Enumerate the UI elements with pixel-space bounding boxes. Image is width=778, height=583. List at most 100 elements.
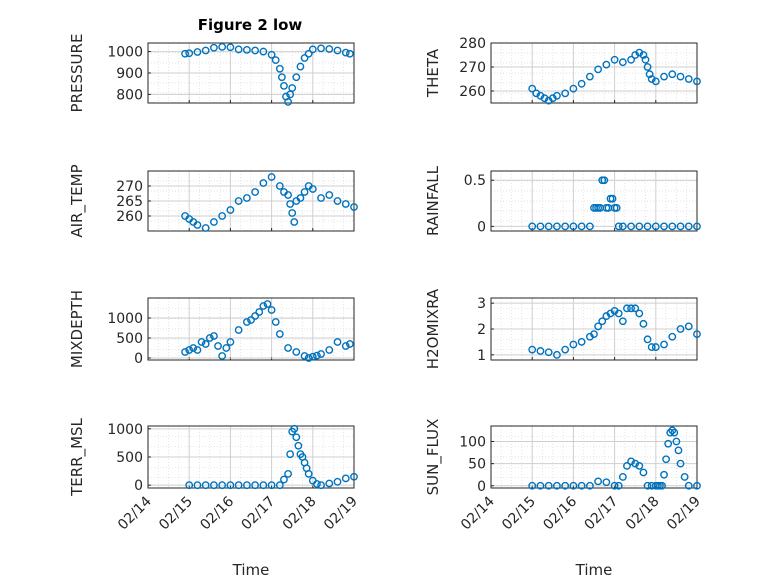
data-point [333,338,342,346]
data-point [284,98,292,106]
data-point [292,73,301,82]
data-point [294,441,303,450]
data-point [693,77,701,86]
axes-box [147,42,355,104]
data-point [341,200,350,208]
data-point [284,191,292,199]
data-point [210,481,218,490]
data-point [205,334,214,342]
data-point [610,55,619,64]
data-point [333,46,342,55]
data-point [536,347,545,355]
data-point [553,481,561,490]
data-point [660,470,668,479]
data-point [218,481,227,490]
data-point [569,84,578,93]
data-point [577,222,586,231]
data-point [345,340,354,348]
data-point [676,222,685,231]
data-point [693,481,701,490]
data-point [577,338,586,346]
data-point [201,340,210,348]
y-tick-label: 260 [116,209,143,225]
y-tick-label: 1 [477,348,486,364]
data-point [317,350,325,358]
y-tick-label: 900 [116,66,143,82]
data-point [193,346,202,354]
data-point [631,459,640,468]
y-tick-label: 2 [477,322,486,338]
data-point [627,457,635,466]
data-point [561,222,570,231]
data-point [668,332,677,341]
data-point [277,73,286,82]
axes-box [147,170,355,232]
data-point [684,75,693,83]
data-point [242,45,251,54]
data-point [275,64,284,73]
data-point [234,326,243,334]
data-point [304,354,313,362]
data-point [610,481,619,490]
y-axis-label: PRESSURE [68,34,86,113]
data-point [259,481,268,490]
data-point [585,222,594,231]
data-point [674,446,683,455]
data-point [218,352,227,360]
data-point [259,47,268,56]
data-point [189,344,198,352]
data-point [544,481,553,490]
data-point [290,424,299,433]
data-point [267,481,276,490]
data-point [618,317,627,326]
data-point [658,481,666,490]
data-point [296,194,305,202]
data-point [284,470,292,478]
data-point [242,481,251,490]
data-point [623,304,631,313]
data-point [267,306,276,314]
data-point [251,481,260,490]
x-tick-label: 02/17 [582,494,622,534]
data-point [693,330,701,339]
y-tick-label: 260 [459,84,486,100]
x-axis-label-left: Time [232,561,270,579]
data-point [641,55,650,64]
data-point [553,222,561,231]
data-point [317,44,325,53]
data-point [259,302,268,310]
data-point [651,222,660,231]
data-point [594,65,603,74]
data-point [553,91,561,100]
y-axis-label: MIXDEPTH [68,290,86,368]
data-point [585,72,594,81]
data-point [234,197,243,205]
data-point [569,481,578,490]
data-point [536,222,545,231]
y-axis-label: RAINFALL [424,165,442,236]
data-point [614,309,623,318]
data-point [561,481,570,490]
data-point [308,185,317,193]
data-point [544,222,553,231]
data-point [676,72,685,81]
data-point [185,481,194,490]
axes-box [490,425,698,489]
data-point [627,222,635,231]
data-point [341,342,350,350]
data-point [325,346,334,354]
data-point [664,439,673,448]
data-point [333,197,342,205]
x-tick-label: 02/15 [156,494,196,534]
data-point [602,60,611,69]
data-point [577,481,586,490]
data-point [251,46,260,55]
y-tick-label: 800 [116,87,143,103]
data-point [643,222,652,231]
data-point [193,48,202,56]
data-point [680,473,689,481]
data-point [676,325,685,333]
x-tick-label: 02/19 [321,494,361,534]
data-point [193,221,202,229]
